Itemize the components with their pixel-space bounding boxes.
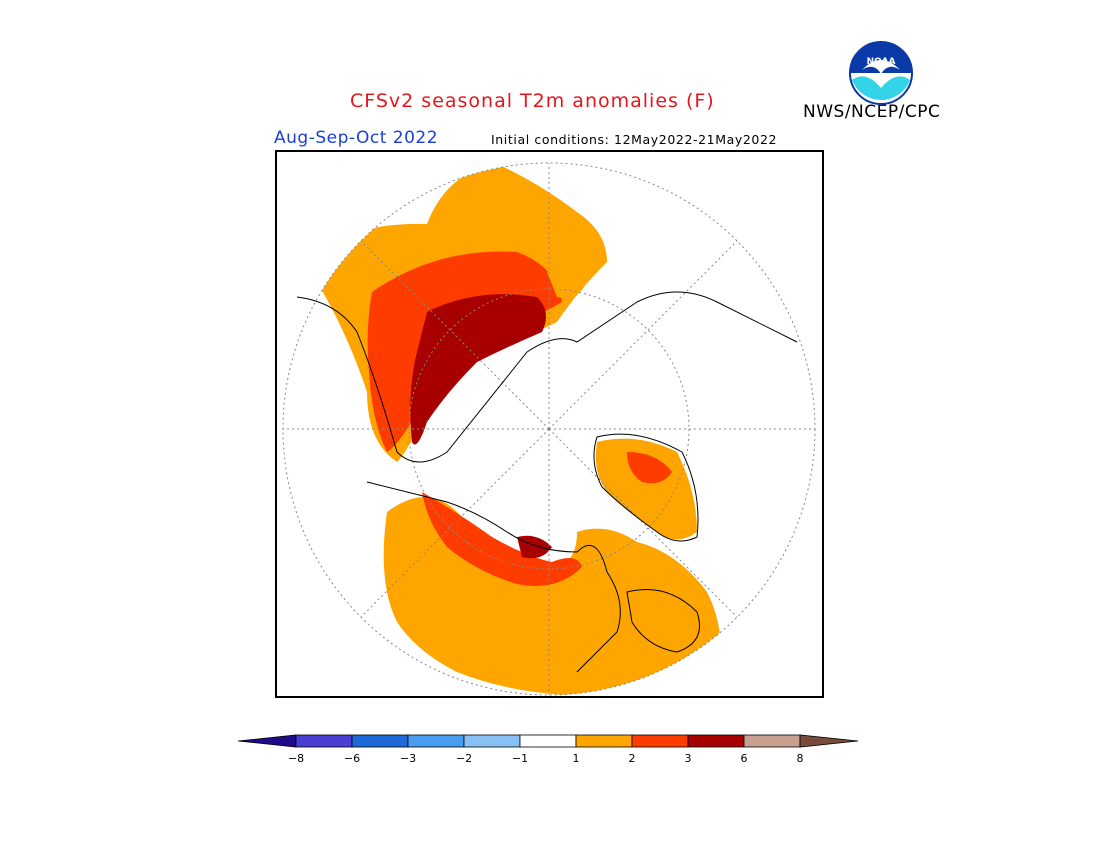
colorbar-arrow-right	[799, 734, 859, 748]
noaa-logo: NOAA	[848, 40, 914, 110]
svg-text:NOAA: NOAA	[867, 57, 896, 67]
initial-conditions-label: Initial conditions: 12May2022-21May2022	[491, 132, 778, 147]
polar-map	[275, 150, 824, 698]
colorbar-segment	[351, 734, 409, 748]
colorbar-arrow-left	[237, 734, 297, 748]
colorbar	[237, 732, 862, 754]
colorbar-tick-label: 8	[796, 752, 804, 765]
colorbar-tick-label: 6	[740, 752, 748, 765]
colorbar-segment	[295, 734, 353, 748]
anomaly-region-greenland	[595, 438, 697, 540]
colorbar-segment	[519, 734, 577, 748]
colorbar-segment	[631, 734, 689, 748]
colorbar-tick-label: −1	[511, 752, 529, 765]
colorbar-tick-label: −6	[343, 752, 361, 765]
season-label: Aug-Sep-Oct 2022	[274, 128, 439, 148]
anomaly-region-northeast-siberia	[547, 268, 587, 298]
colorbar-tick-label: −2	[455, 752, 473, 765]
colorbar-tick-label: −3	[399, 752, 417, 765]
colorbar-tick-label: −8	[287, 752, 305, 765]
coastline-greenland	[593, 433, 699, 542]
colorbar-segment	[687, 734, 745, 748]
colorbar-segment	[463, 734, 521, 748]
colorbar-segment	[743, 734, 801, 748]
anomaly-region-north-america-warm	[422, 492, 582, 586]
organization-label: NWS/NCEP/CPC	[803, 102, 941, 122]
chart-title: CFSv2 seasonal T2m anomalies (F)	[350, 90, 715, 112]
coastline-hudson-bay	[626, 589, 700, 653]
colorbar-tick-label: 3	[684, 752, 692, 765]
colorbar-segment	[575, 734, 633, 748]
colorbar-tick-label: 1	[572, 752, 580, 765]
coastline-north-america	[366, 481, 621, 673]
colorbar-tick-label: 2	[628, 752, 636, 765]
coastline-eurasia	[296, 291, 798, 463]
anomaly-region-greenland-warm	[627, 452, 672, 484]
anomaly-region-eurasia-hot	[410, 294, 546, 445]
colorbar-segment	[407, 734, 465, 748]
anomaly-region-north-america-hot	[517, 535, 552, 559]
